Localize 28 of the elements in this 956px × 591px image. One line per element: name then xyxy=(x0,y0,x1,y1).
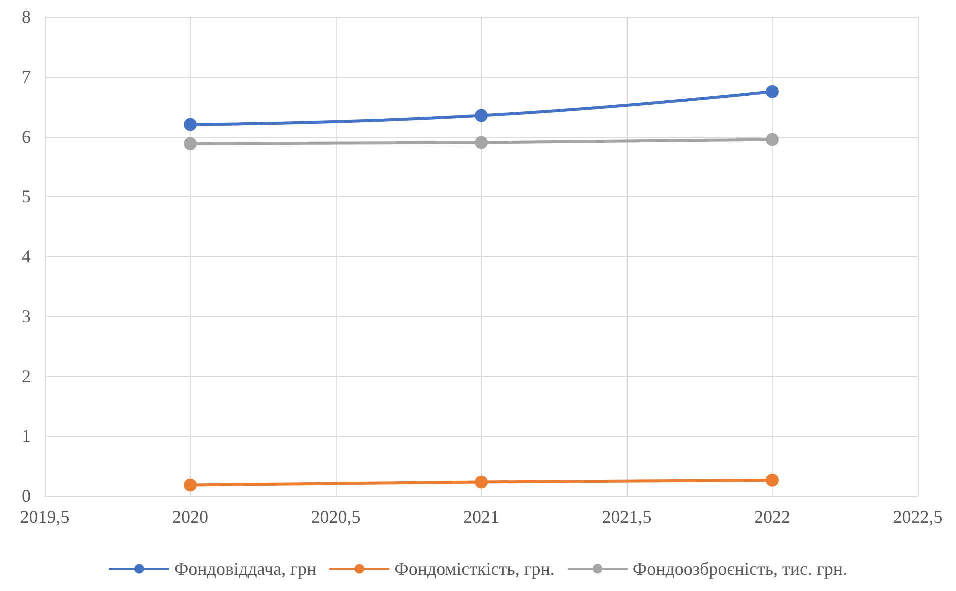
y-tick-label: 8 xyxy=(22,7,31,27)
y-tick-label: 2 xyxy=(22,366,31,386)
point xyxy=(184,478,197,492)
y-tick-label: 0 xyxy=(22,486,31,506)
point xyxy=(184,118,197,132)
y-tick-label: 3 xyxy=(22,306,31,326)
y-tick-label: 5 xyxy=(22,186,31,207)
point xyxy=(475,476,488,489)
x-tick-label: 2022 xyxy=(754,507,790,527)
point xyxy=(475,109,488,122)
x-tick-label: 2020,5 xyxy=(311,507,361,527)
point xyxy=(766,474,779,487)
y-tick-label: 1 xyxy=(22,426,31,446)
x-tick-label: 2021 xyxy=(464,507,500,527)
x-tick-label: 2019,5 xyxy=(20,507,70,527)
legend-label: Фондовіддача, грн xyxy=(174,559,317,579)
x-tick-label: 2021,5 xyxy=(602,507,652,527)
x-tick-label: 2020 xyxy=(172,507,208,527)
legend-label: Фондомісткість, грн. xyxy=(394,559,555,579)
y-tick-label: 6 xyxy=(22,126,31,147)
y-tick-label: 7 xyxy=(22,66,31,87)
y-tick-label: 4 xyxy=(22,246,31,266)
point xyxy=(766,85,779,98)
x-tick-label: 2022,5 xyxy=(893,507,943,527)
legend-label: Фондоозброєність, тис. грн. xyxy=(632,559,848,579)
point xyxy=(766,133,779,146)
point xyxy=(184,137,197,150)
point xyxy=(475,136,488,150)
